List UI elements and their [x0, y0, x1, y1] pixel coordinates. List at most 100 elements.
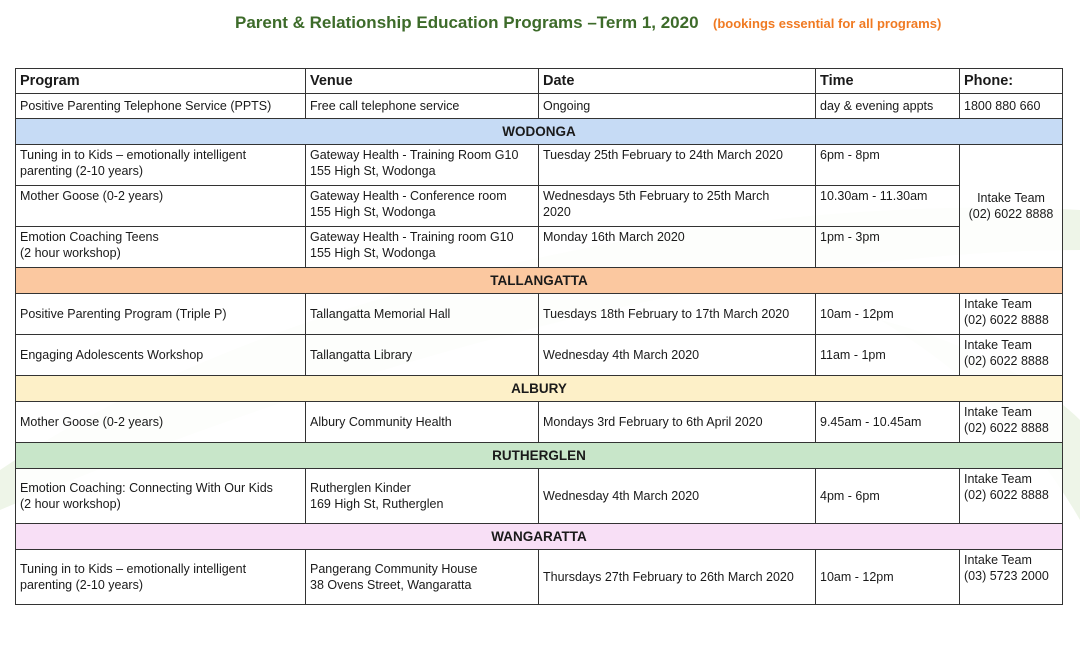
region-header-row: TALLANGATTA	[15, 267, 1063, 294]
time-cell: 9.45am - 10.45am	[815, 401, 960, 443]
date-text: Ongoing	[543, 99, 591, 113]
table-row: Mother Goose (0-2 years) Gateway Health -…	[15, 185, 1063, 227]
time-text: 6pm - 8pm	[820, 148, 880, 162]
phone-text: (02) 6022 8888	[964, 313, 1049, 327]
time-text: 10am - 12pm	[820, 570, 894, 584]
phone-cell: 1800 880 660	[959, 93, 1063, 119]
phone-text: (02) 6022 8888	[968, 207, 1054, 221]
date-cell: Tuesday 25th February to 24th March 2020	[538, 144, 816, 186]
programs-table: Program Venue Date Time Phone: Positive …	[15, 68, 1063, 605]
phone-text: (02) 6022 8888	[964, 488, 1049, 502]
date-text: Mondays 3rd February to 6th April 2020	[543, 415, 763, 429]
title-text: Parent & Relationship Education Programs…	[235, 13, 699, 32]
phone-text: (02) 6022 8888	[964, 421, 1049, 435]
program-text: Tuning in to Kids – emotionally intellig…	[20, 148, 247, 162]
table-row: Positive Parenting Program (Triple P) Tal…	[15, 293, 1063, 335]
region-header-row: RUTHERGLEN	[15, 442, 1063, 469]
time-cell: 11am - 1pm	[815, 334, 960, 376]
time-text: 1pm - 3pm	[820, 230, 880, 244]
date-cell: Mondays 3rd February to 6th April 2020	[538, 401, 816, 443]
column-header-phone: Phone:	[959, 68, 1063, 94]
program-text: Positive Parenting Program (Triple P)	[20, 307, 227, 321]
region-name: ALBURY	[15, 375, 1063, 402]
time-text: 10.30am - 11.30am	[820, 189, 928, 203]
date-text: Thursdays 27th February to 26th March 20…	[543, 570, 794, 584]
table-row: Mother Goose (0-2 years) Albury Community…	[15, 401, 1063, 443]
date-text: Wednesday 4th March 2020	[543, 489, 700, 503]
table-row: Emotion Coaching: Connecting With Our Ki…	[15, 468, 1063, 524]
phone-cell: Intake Team (02) 6022 8888	[959, 334, 1063, 376]
date-text: Monday 16th March 2020	[543, 230, 685, 244]
time-text: 10am - 12pm	[820, 307, 894, 321]
program-text: Mother Goose (0-2 years)	[20, 189, 164, 203]
venue-cell: Gateway Health - Training Room G10 155 Hi…	[305, 144, 539, 186]
venue-cell: Pangerang Community House 38 Ovens Street…	[305, 549, 539, 605]
program-text: parenting (2-10 years)	[20, 578, 143, 592]
time-cell: 10am - 12pm	[815, 293, 960, 335]
region-header-row: WODONGA	[15, 118, 1063, 145]
time-text: 4pm - 6pm	[820, 489, 880, 503]
date-cell: Thursdays 27th February to 26th March 20…	[538, 549, 816, 605]
time-cell: 6pm - 8pm	[815, 144, 960, 186]
time-cell: 1pm - 3pm	[815, 226, 960, 268]
table-header-row: Program Venue Date Time Phone:	[15, 68, 1063, 94]
phone-text: Intake Team	[964, 553, 1032, 567]
venue-text: Gateway Health - Training room G10	[310, 230, 514, 244]
program-text: (2 hour workshop)	[20, 246, 121, 260]
phone-cell: Intake Team (02) 6022 8888	[959, 293, 1063, 335]
phone-text: Intake Team	[964, 338, 1032, 352]
program-cell: Positive Parenting Telephone Service (PP…	[15, 93, 306, 119]
program-cell: Mother Goose (0-2 years)	[15, 185, 306, 227]
venue-cell: Tallangatta Memorial Hall	[305, 293, 539, 335]
time-text: 9.45am - 10.45am	[820, 415, 922, 429]
venue-text: 169 High St, Rutherglen	[310, 497, 444, 511]
venue-cell: Tallangatta Library	[305, 334, 539, 376]
time-cell: 10am - 12pm	[815, 549, 960, 605]
table-row: Positive Parenting Telephone Service (PP…	[15, 93, 1063, 119]
venue-text: Tallangatta Library	[310, 348, 413, 362]
program-text: Emotion Coaching: Connecting With Our Ki…	[20, 481, 273, 495]
date-text: Tuesdays 18th February to 17th March 202…	[543, 307, 790, 321]
phone-text: Intake Team	[964, 297, 1032, 311]
phone-text: Intake Team	[977, 191, 1045, 205]
venue-cell: Albury Community Health	[305, 401, 539, 443]
venue-text: 38 Ovens Street, Wangaratta	[310, 578, 472, 592]
phone-text: (03) 5723 2000	[964, 569, 1049, 583]
date-cell: Monday 16th March 2020	[538, 226, 816, 268]
time-cell: 10.30am - 11.30am	[815, 185, 960, 227]
venue-text: Rutherglen Kinder	[310, 481, 411, 495]
region-name: TALLANGATTA	[15, 267, 1063, 294]
venue-text: Tallangatta Memorial Hall	[310, 307, 451, 321]
date-text: Wednesday 4th March 2020	[543, 348, 700, 362]
table-row: Tuning in to Kids – emotionally intellig…	[15, 144, 1063, 268]
program-cell: Emotion Coaching: Connecting With Our Ki…	[15, 468, 306, 524]
table-row: Emotion Coaching Teens (2 hour workshop) G…	[15, 226, 1063, 268]
region-name: WANGARATTA	[15, 523, 1063, 550]
time-text: day & evening appts	[820, 99, 934, 113]
program-cell: Tuning in to Kids – emotionally intellig…	[15, 549, 306, 605]
venue-cell: Free call telephone service	[305, 93, 539, 119]
phone-cell: Intake Team (02) 6022 8888	[959, 144, 1063, 268]
date-text: 2020	[543, 205, 571, 219]
region-name: RUTHERGLEN	[15, 442, 1063, 469]
venue-text: Albury Community Health	[310, 415, 452, 429]
program-cell: Positive Parenting Program (Triple P)	[15, 293, 306, 335]
venue-text: Gateway Health - Training Room G10	[310, 148, 519, 162]
column-header-venue: Venue	[305, 68, 539, 94]
phone-text: Intake Team	[964, 472, 1032, 486]
venue-cell: Gateway Health - Conference room 155 High…	[305, 185, 539, 227]
time-text: 11am - 1pm	[820, 348, 886, 362]
region-header-row: ALBURY	[15, 375, 1063, 402]
phone-text: 1800 880 660	[964, 99, 1041, 113]
time-cell: 4pm - 6pm	[815, 468, 960, 524]
time-cell: day & evening appts	[815, 93, 960, 119]
region-header-row: WANGARATTA	[15, 523, 1063, 550]
date-cell: Tuesdays 18th February to 17th March 202…	[538, 293, 816, 335]
date-cell: Wednesdays 5th February to 25th March 202…	[538, 185, 816, 227]
program-cell: Tuning in to Kids – emotionally intellig…	[15, 144, 306, 186]
program-text: Emotion Coaching Teens	[20, 230, 159, 244]
table-row: Tuning in to Kids – emotionally intellig…	[15, 549, 1063, 605]
phone-cell: Intake Team (02) 6022 8888	[959, 468, 1063, 524]
venue-cell: Gateway Health - Training room G10 155 Hi…	[305, 226, 539, 268]
program-text: Tuning in to Kids – emotionally intellig…	[20, 562, 247, 576]
